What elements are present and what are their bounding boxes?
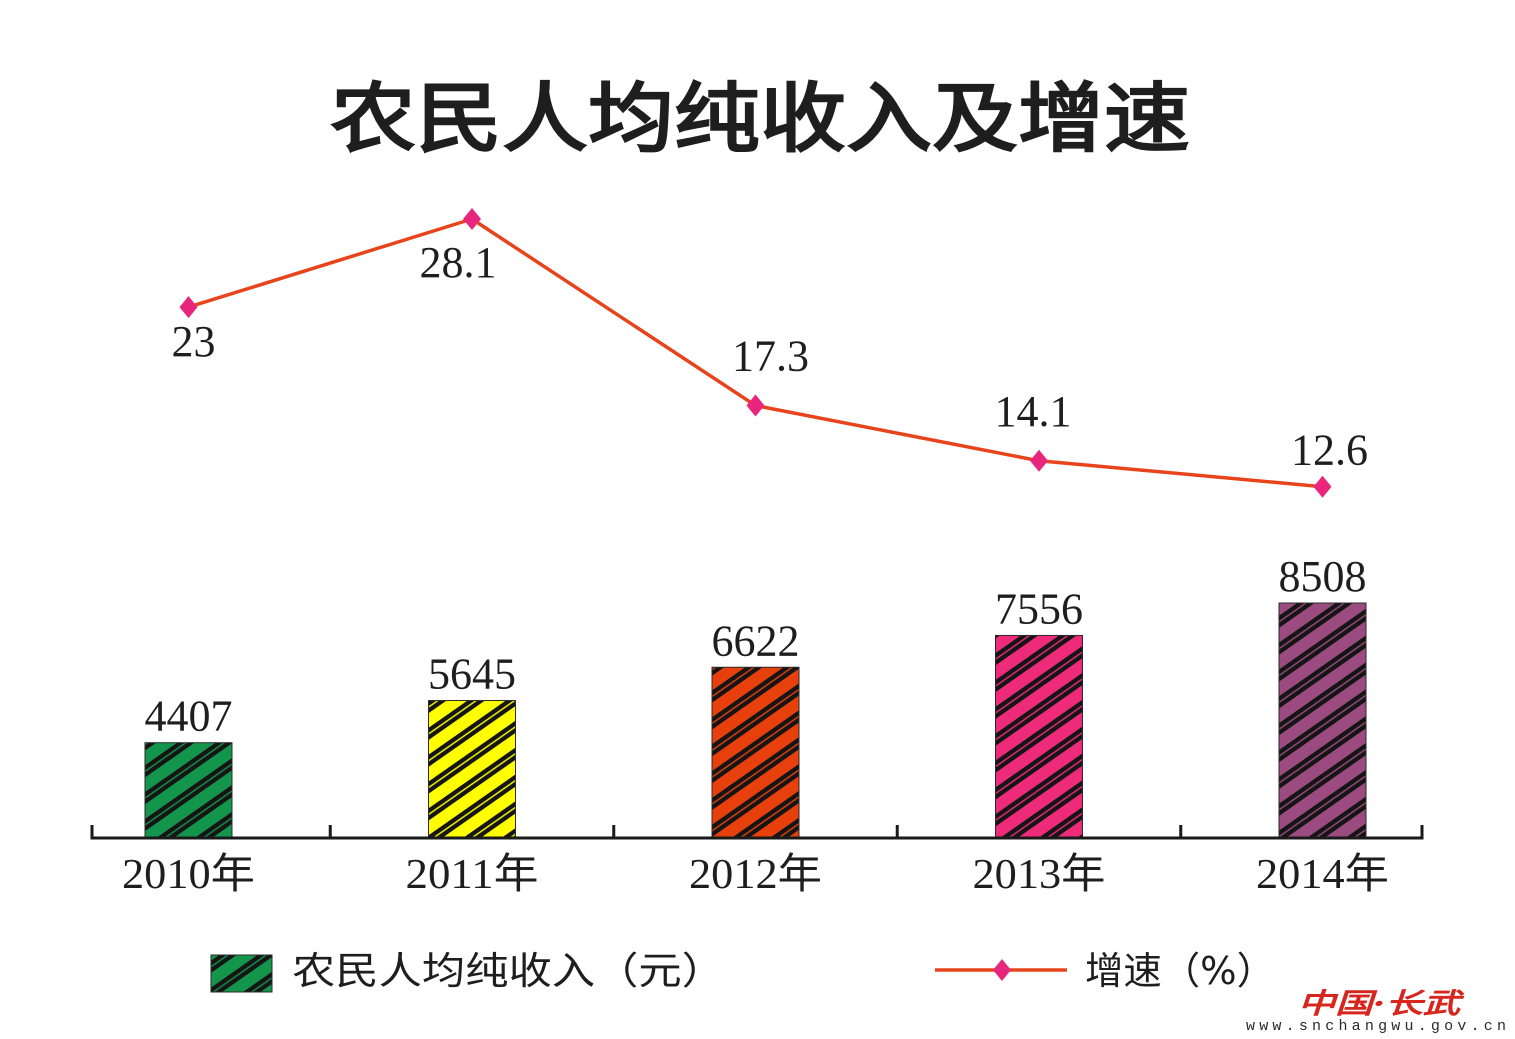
legend-swatch-income: [210, 954, 273, 993]
growth-marker: [1313, 475, 1332, 498]
growth-label: 23: [172, 317, 216, 366]
income-bar-label: 6622: [712, 616, 800, 665]
income-bar-label: 5645: [428, 650, 516, 699]
watermark-logo: 中国·长武: [1298, 987, 1465, 1020]
legend-item-income: 农民人均纯收入（元）: [210, 949, 725, 993]
chart-title: 农民人均纯收入及增速: [330, 74, 1190, 163]
income-bar: [144, 742, 233, 839]
legend-label-growth: 增速（%）: [1085, 949, 1275, 993]
growth-series: 23 28.1 17.3 14.1 12.6: [172, 208, 1368, 498]
growth-marker: [746, 394, 765, 417]
income-bar: [711, 666, 800, 839]
income-bar: [995, 634, 1083, 839]
x-tick-label: 2010年: [122, 851, 255, 898]
income-bar-labels: 4407 5645 6622 7556 8508: [145, 552, 1367, 741]
income-bar-label: 4407: [145, 692, 233, 741]
growth-label: 17.3: [732, 332, 809, 381]
growth-marker: [1030, 449, 1048, 472]
x-tick-label: 2012年: [689, 851, 822, 898]
income-bars: [144, 602, 1367, 839]
growth-label: 28.1: [420, 238, 497, 287]
legend-label-income: 农民人均纯收入（元）: [292, 949, 725, 993]
legend: 农民人均纯收入（元） 增速（%）: [210, 949, 1275, 993]
growth-label: 12.6: [1291, 426, 1368, 475]
x-tick-label: 2014年: [1256, 851, 1389, 898]
x-tick-label: 2011年: [406, 851, 539, 898]
income-bar: [428, 700, 516, 839]
growth-marker: [463, 208, 481, 231]
growth-label: 14.1: [995, 387, 1072, 436]
x-tick-label: 2013年: [973, 851, 1106, 898]
income-bar-label: 7556: [995, 584, 1083, 633]
income-bar: [1278, 602, 1367, 839]
x-axis: 2010年 2011年 2012年 2013年 2014年: [90, 825, 1424, 898]
growth-marker: [179, 296, 198, 319]
income-bar-label: 8508: [1279, 552, 1367, 601]
legend-item-growth: 增速（%）: [935, 949, 1275, 993]
legend-marker-growth: [993, 959, 1011, 981]
